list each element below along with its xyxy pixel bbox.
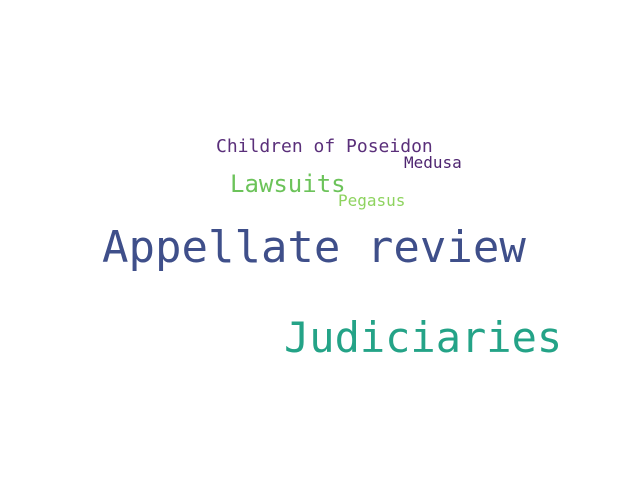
word-judiciaries: Judiciaries <box>284 313 563 362</box>
word-lawsuits: Lawsuits <box>230 170 346 198</box>
word-appellate-review: Appellate review <box>102 222 526 273</box>
word-medusa: Medusa <box>404 153 462 172</box>
word-children-of-poseidon: Children of Poseidon <box>216 136 433 157</box>
word-pegasus: Pegasus <box>338 191 406 210</box>
